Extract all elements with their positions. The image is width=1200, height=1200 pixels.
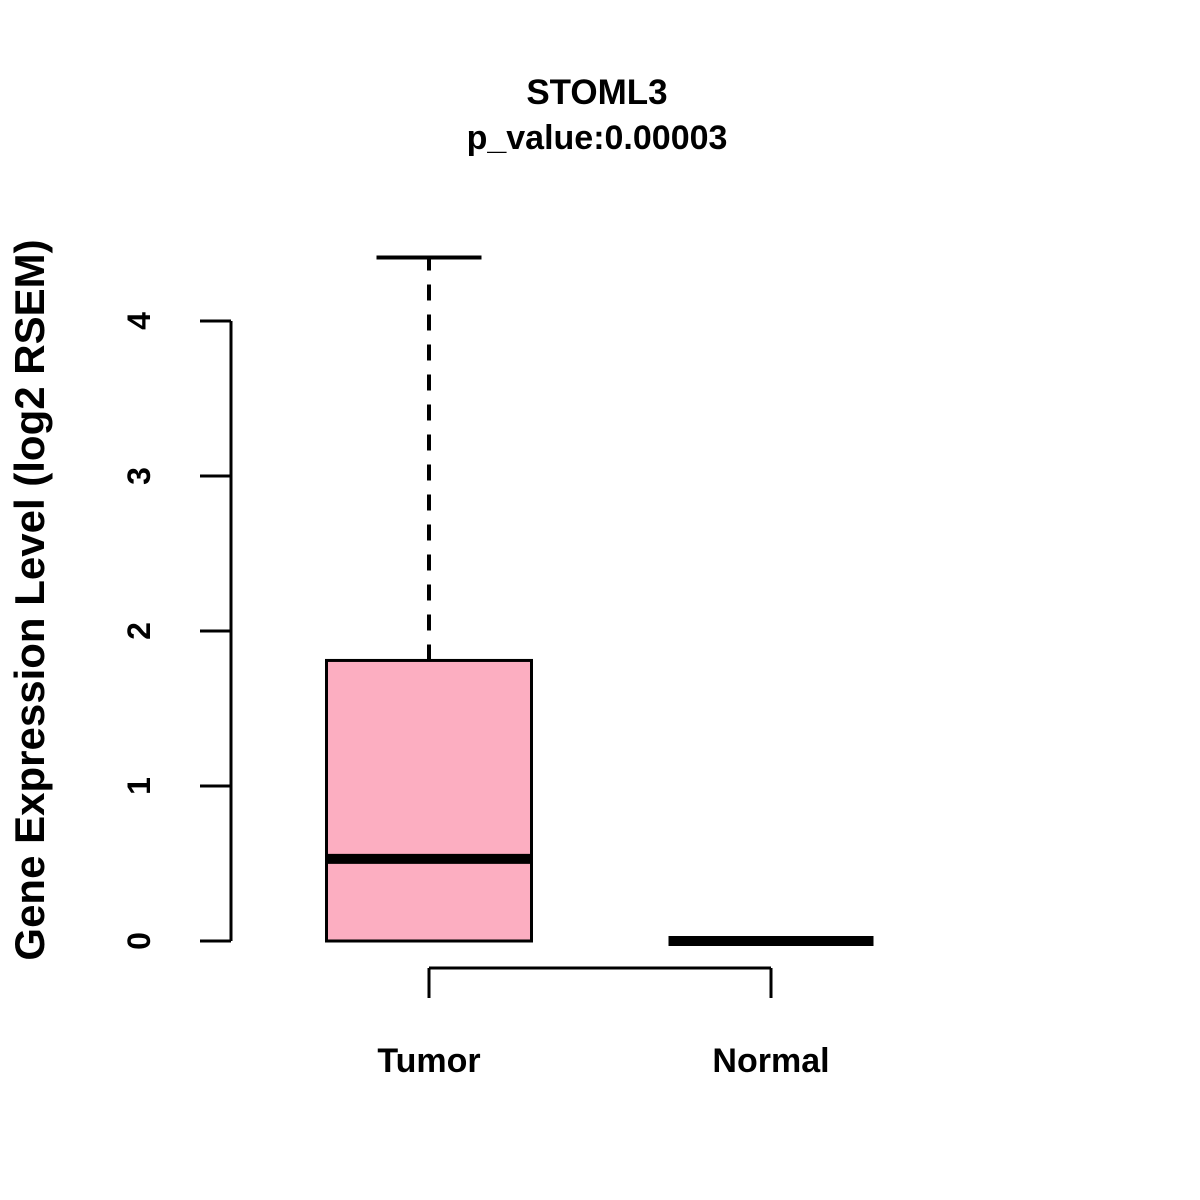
y-tick-label: 1 — [121, 777, 157, 795]
chart-subtitle-pvalue: p_value:0.00003 — [467, 119, 728, 157]
y-tick-label: 0 — [121, 932, 157, 950]
y-tick-label: 4 — [121, 312, 157, 330]
box-tumor — [325, 658, 533, 943]
x-category-label-normal: Normal — [712, 1042, 829, 1080]
y-tick-label: 3 — [121, 467, 157, 485]
x-category-label-tumor: Tumor — [377, 1042, 480, 1080]
y-tick-label: 2 — [121, 622, 157, 640]
chart-title: STOML3 — [526, 73, 667, 112]
y-axis-label: Gene Expression Level (log2 RSEM) — [6, 239, 53, 960]
plot-area: 0 1 2 3 4 Tumor Normal — [121, 255, 874, 1080]
